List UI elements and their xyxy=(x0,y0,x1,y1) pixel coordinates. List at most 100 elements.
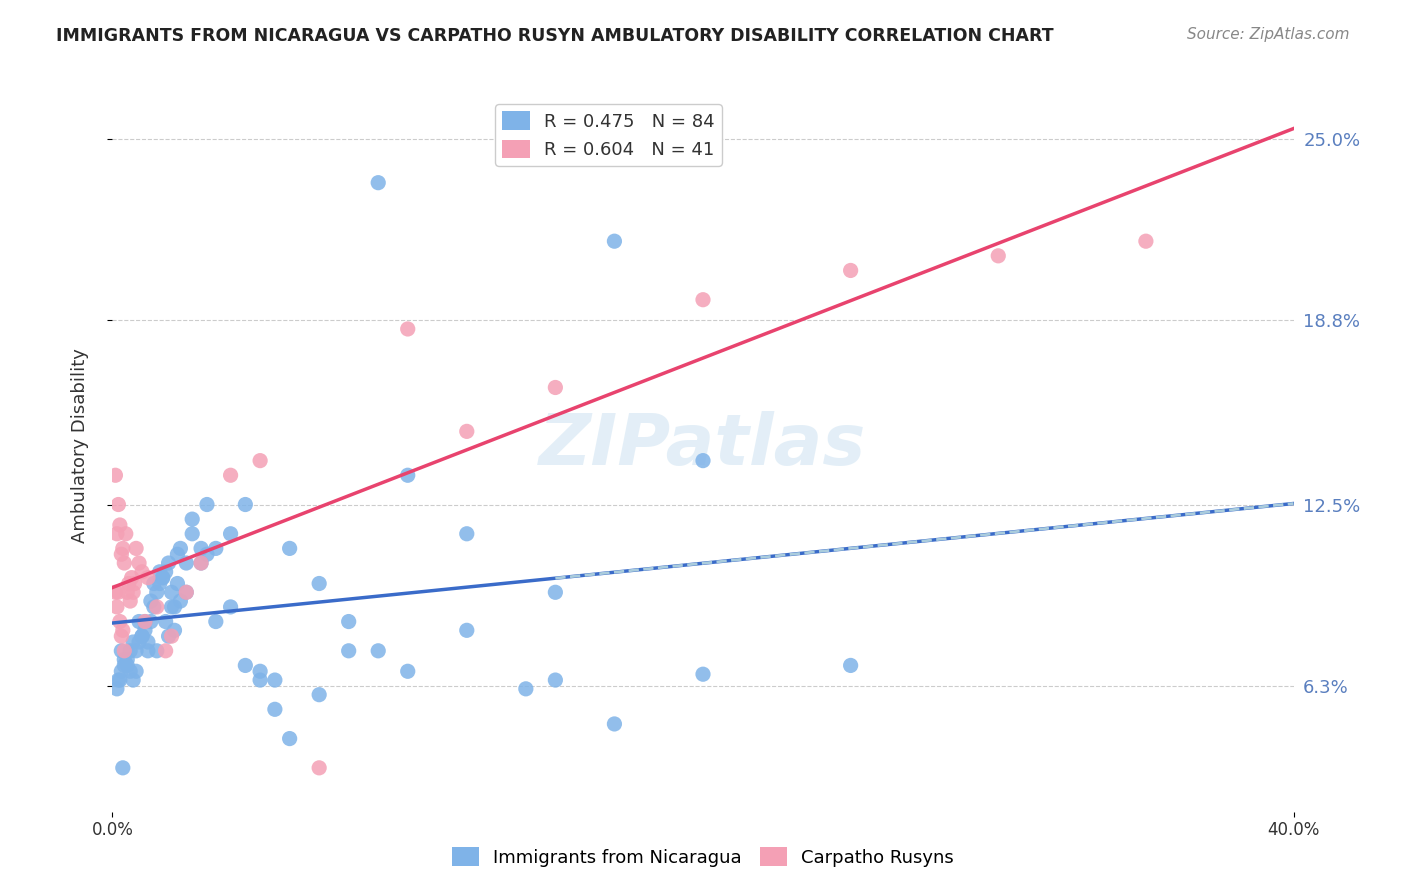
Point xyxy=(125,665,148,679)
Point xyxy=(146,599,169,614)
Point xyxy=(117,658,138,673)
Point xyxy=(125,541,148,556)
Y-axis label: Ambulatory Disability: Ambulatory Disability xyxy=(70,349,89,543)
Point xyxy=(163,599,186,614)
Point xyxy=(142,576,165,591)
Point xyxy=(205,541,228,556)
Point xyxy=(107,673,129,687)
Point xyxy=(155,565,177,579)
Point xyxy=(181,512,204,526)
Point xyxy=(692,453,714,467)
Point xyxy=(278,731,301,746)
Point xyxy=(146,585,169,599)
Point xyxy=(157,629,180,643)
Point xyxy=(110,665,132,679)
Point xyxy=(163,624,186,638)
Point xyxy=(108,518,131,533)
Point xyxy=(603,717,626,731)
Point xyxy=(122,585,145,599)
Point xyxy=(337,644,360,658)
Point xyxy=(160,629,183,643)
Point xyxy=(149,565,172,579)
Point xyxy=(367,644,389,658)
Point xyxy=(174,585,197,599)
Point xyxy=(152,571,174,585)
Point xyxy=(544,673,567,687)
Point xyxy=(264,702,287,716)
Point xyxy=(396,665,419,679)
Point xyxy=(181,526,204,541)
Point xyxy=(134,624,156,638)
Point xyxy=(149,576,172,591)
Point xyxy=(120,644,142,658)
Point xyxy=(125,644,148,658)
Text: IMMIGRANTS FROM NICARAGUA VS CARPATHO RUSYN AMBULATORY DISABILITY CORRELATION CH: IMMIGRANTS FROM NICARAGUA VS CARPATHO RU… xyxy=(56,27,1054,45)
Point xyxy=(160,585,183,599)
Point xyxy=(117,585,138,599)
Point xyxy=(278,541,301,556)
Point xyxy=(142,599,165,614)
Point xyxy=(174,585,197,599)
Point xyxy=(107,585,129,599)
Point xyxy=(169,594,191,608)
Point xyxy=(233,658,256,673)
Point xyxy=(839,263,862,277)
Point xyxy=(396,322,419,336)
Point xyxy=(308,688,330,702)
Point xyxy=(117,652,138,666)
Point xyxy=(104,585,127,599)
Point xyxy=(219,468,242,483)
Point xyxy=(122,635,145,649)
Point xyxy=(110,644,132,658)
Point xyxy=(134,615,156,629)
Point xyxy=(122,673,145,687)
Point xyxy=(152,571,174,585)
Point xyxy=(692,293,714,307)
Point xyxy=(112,556,135,570)
Point xyxy=(155,615,177,629)
Point xyxy=(396,468,419,483)
Point xyxy=(136,571,159,585)
Point xyxy=(603,234,626,248)
Point xyxy=(134,615,156,629)
Point xyxy=(205,615,228,629)
Point xyxy=(136,644,159,658)
Point xyxy=(233,498,256,512)
Point xyxy=(456,624,478,638)
Point xyxy=(544,380,567,394)
Point xyxy=(105,599,128,614)
Point xyxy=(112,644,135,658)
Point xyxy=(108,673,131,687)
Point xyxy=(190,541,212,556)
Point xyxy=(131,629,153,643)
Point xyxy=(139,594,162,608)
Point xyxy=(118,576,141,591)
Point xyxy=(131,629,153,643)
Text: ZIPatlas: ZIPatlas xyxy=(540,411,866,481)
Point xyxy=(195,498,218,512)
Point xyxy=(121,571,143,585)
Point xyxy=(111,541,134,556)
Point xyxy=(120,665,142,679)
Point xyxy=(128,615,150,629)
Point xyxy=(1135,234,1157,248)
Point xyxy=(166,576,188,591)
Point xyxy=(987,249,1010,263)
Point xyxy=(124,576,146,591)
Point xyxy=(308,761,330,775)
Point xyxy=(456,425,478,439)
Point xyxy=(190,556,212,570)
Point xyxy=(839,658,862,673)
Point xyxy=(139,615,162,629)
Point xyxy=(367,176,389,190)
Point xyxy=(131,565,153,579)
Point xyxy=(249,665,271,679)
Point xyxy=(155,644,177,658)
Point xyxy=(195,547,218,561)
Legend: R = 0.475   N = 84, R = 0.604   N = 41: R = 0.475 N = 84, R = 0.604 N = 41 xyxy=(495,104,721,166)
Point xyxy=(146,644,169,658)
Point xyxy=(157,556,180,570)
Point xyxy=(544,585,567,599)
Point xyxy=(105,526,128,541)
Point xyxy=(112,652,135,666)
